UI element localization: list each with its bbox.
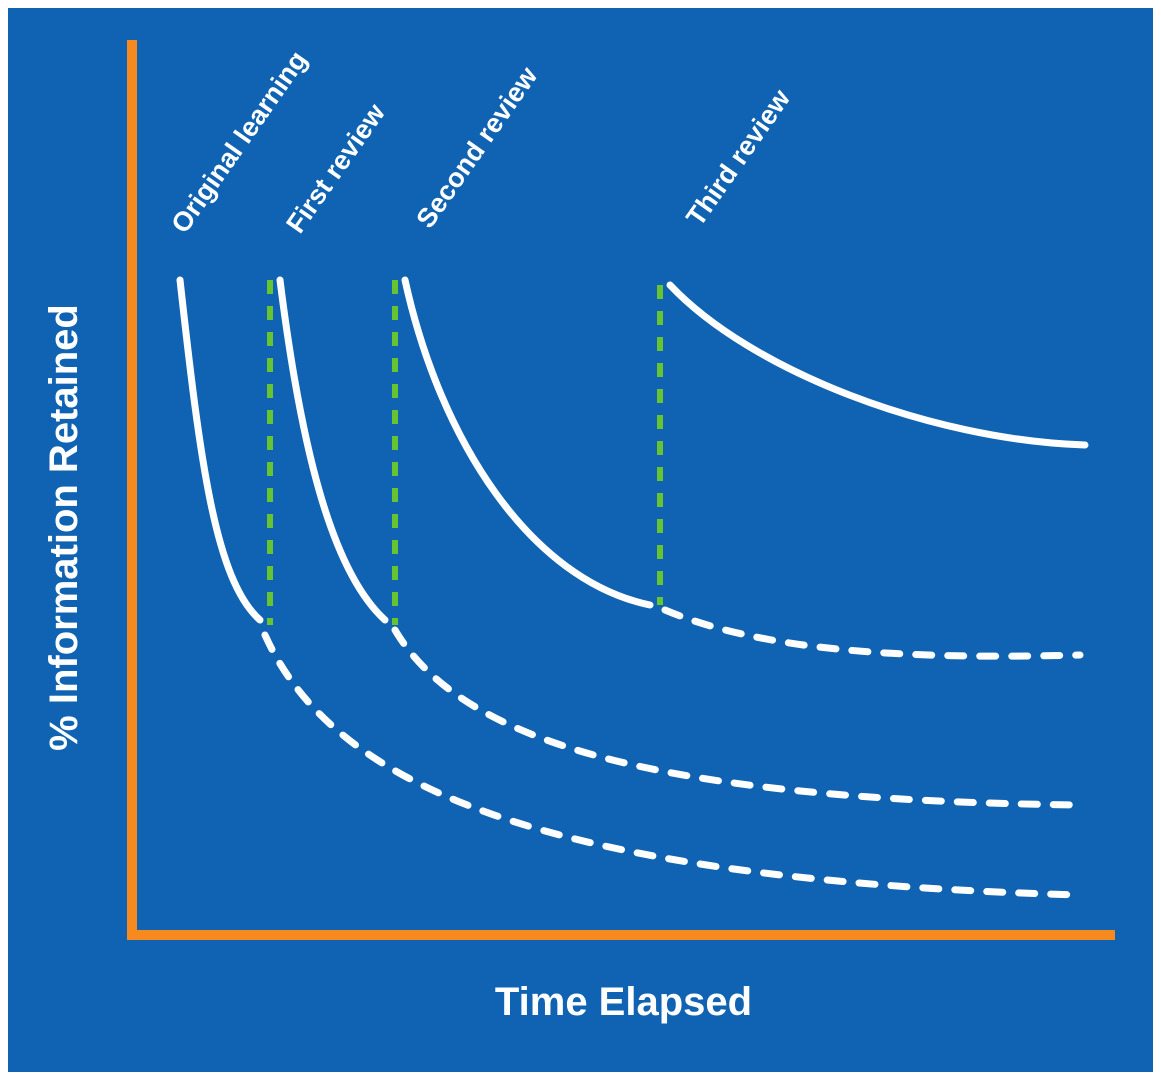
y-axis-label: % Information Retained xyxy=(42,304,86,751)
x-axis-label: Time Elapsed xyxy=(495,980,752,1024)
plot-background xyxy=(8,8,1153,1072)
forgetting-curve-chart: Original learningFirst reviewSecond revi… xyxy=(0,0,1161,1080)
chart-svg: Original learningFirst reviewSecond revi… xyxy=(0,0,1161,1080)
